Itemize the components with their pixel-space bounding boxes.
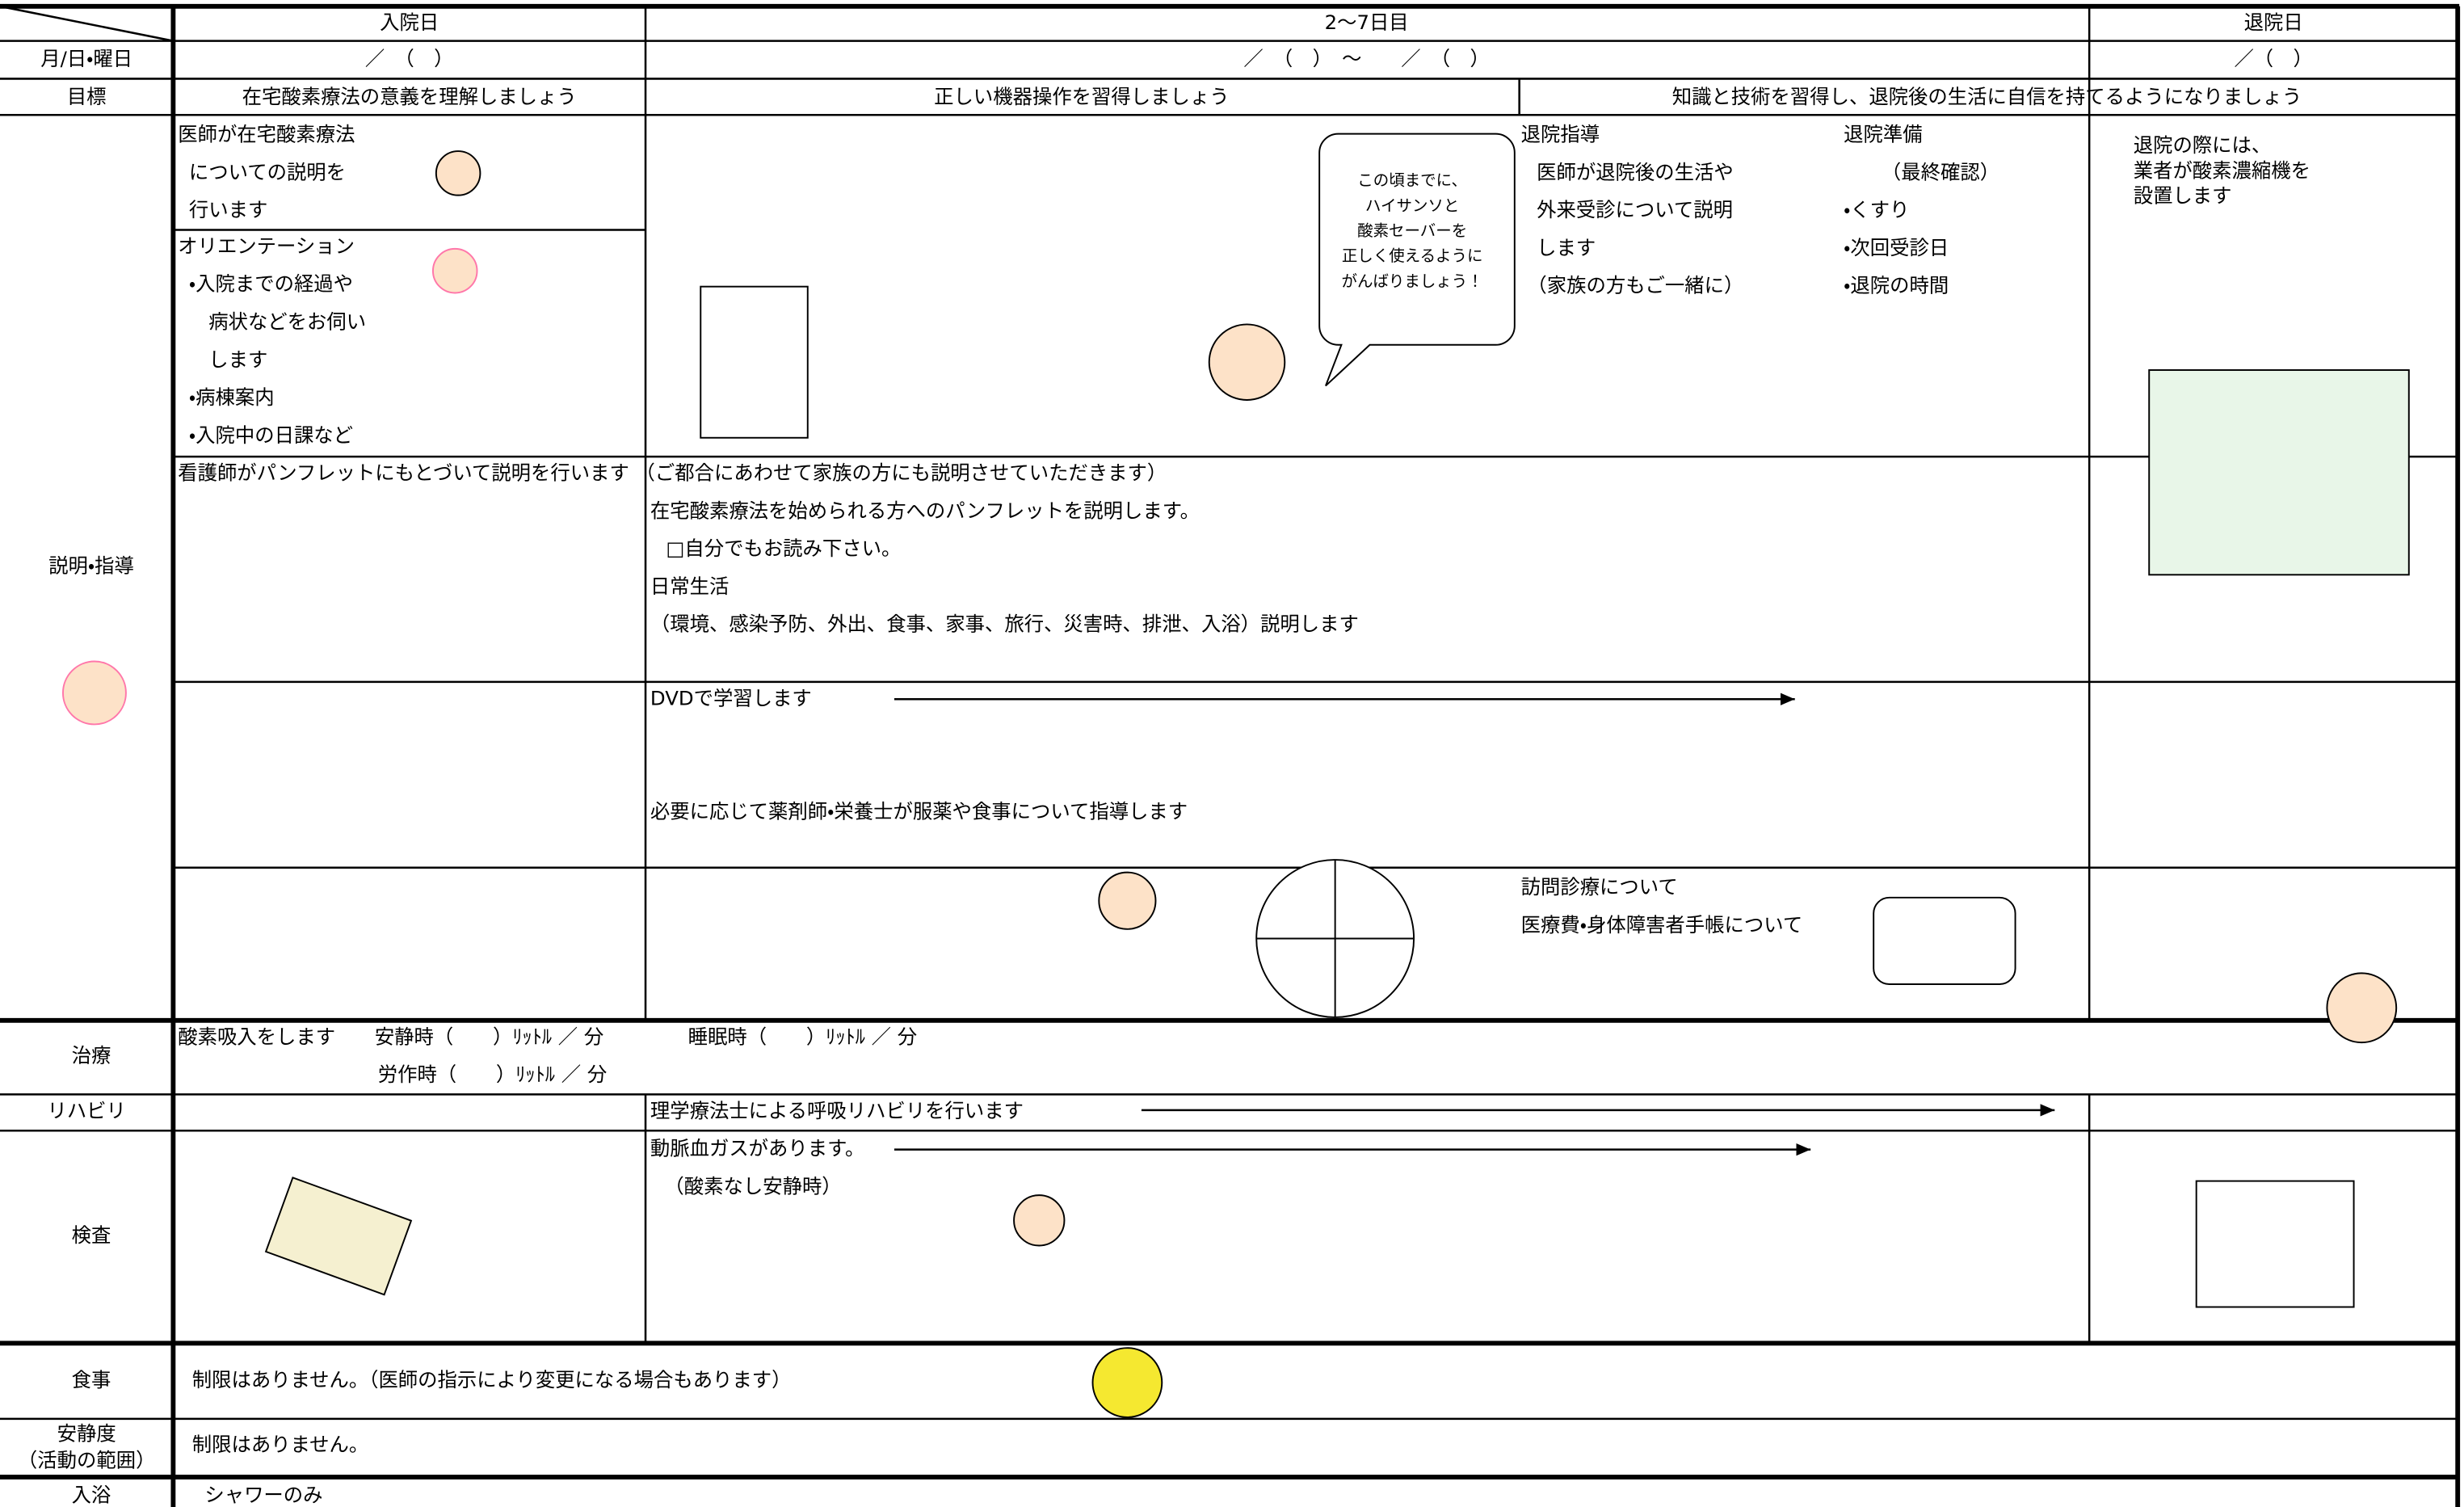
date-cell: ／ （ ） 〜 ／ （ ） bbox=[1243, 47, 1490, 70]
row-label: 月/日・曜日 bbox=[40, 47, 132, 70]
text: 入院日 2〜7日目 退院日 月/日・曜日 ／ （ ） ／ （ ） 〜 ／ （ ）… bbox=[18, 11, 2313, 1506]
home-care-text: 訪問診療について bbox=[1521, 875, 1678, 899]
line: 在宅酸素療法を始められる方へのパンフレットを説明します。 bbox=[650, 499, 1200, 522]
treatment-text: 労作時（ ）ﾘｯﾄﾙ ／ 分 bbox=[378, 1063, 607, 1086]
row-label: 食事 bbox=[72, 1368, 111, 1391]
column-header: 入院日 bbox=[380, 11, 439, 34]
row-label: 治療 bbox=[72, 1044, 111, 1067]
nurse-text: 看護師がパンフレットにもとづいて説明を行います （ご都合にあわせて家族の方にも説… bbox=[178, 461, 1167, 485]
rehab-text: 理学療法士による呼吸リハビリを行います bbox=[650, 1099, 1024, 1122]
line: （家族の方もご一緒に） bbox=[1527, 274, 1743, 297]
meal-text: 制限はありません。（医師の指示により変更になる場合もあります） bbox=[192, 1368, 792, 1391]
line: ・くすり bbox=[1844, 198, 1909, 221]
line: がんばりましょう！ bbox=[1342, 272, 1483, 290]
exam-text: 動脈血ガスがあります。 bbox=[650, 1137, 865, 1160]
line: についての説明を bbox=[189, 160, 346, 183]
line: 設置します bbox=[2134, 184, 2232, 208]
line: 業者が酸素濃縮機を bbox=[2134, 158, 2311, 182]
home-care-text: 医療費・身体障害者手帳について bbox=[1521, 913, 1803, 937]
row-label: 説明・指導 bbox=[48, 554, 134, 578]
row-label: （活動の範囲） bbox=[18, 1448, 156, 1471]
line: ・入院中の日課など bbox=[189, 423, 353, 447]
line: 酸素セーバーを bbox=[1357, 221, 1467, 240]
line: します bbox=[1537, 236, 1596, 259]
date-cell: ／ （ ） bbox=[365, 47, 454, 70]
goal-cell: 在宅酸素療法の意義を理解しましょう bbox=[242, 85, 577, 108]
line: 退院指導 bbox=[1521, 123, 1600, 146]
doctor-icon bbox=[1208, 323, 1286, 401]
bath-text: シャワーのみ bbox=[204, 1483, 322, 1506]
line: ・次回受診日 bbox=[1844, 236, 1949, 259]
row-label: 入浴 bbox=[72, 1483, 111, 1506]
illustrations bbox=[61, 133, 2410, 1418]
orientation-text: オリエンテーション ・入院までの経過や 病状などをお伺い します ・病棟案内 ・… bbox=[178, 234, 366, 447]
row-label: リハビリ bbox=[47, 1099, 125, 1122]
line: 病状などをお伺い bbox=[189, 310, 366, 334]
line: □自分でもお読み下さい。 bbox=[666, 537, 901, 560]
column-header: 2〜7日目 bbox=[1325, 11, 1409, 34]
doctor-text: 医師が在宅酸素療法 についての説明を 行います bbox=[178, 123, 355, 222]
discharge-day: 退院の際には、 業者が酸素濃縮機を 設置します bbox=[2134, 133, 2311, 207]
row-label: 検査 bbox=[72, 1223, 111, 1247]
line: 退院準備 bbox=[1844, 123, 1922, 146]
discharge-prep: 退院準備 （最終確認） ・くすり ・次回受診日 ・退院の時間 bbox=[1844, 123, 1999, 297]
line: （環境、感染予防、外出、食事、家事、旅行、災害時、排泄、入浴）説明します bbox=[650, 612, 1359, 636]
line: 退院の際には、 bbox=[2134, 133, 2272, 157]
line: 外来受診について説明 bbox=[1537, 198, 1733, 221]
line: ・病棟案内 bbox=[189, 385, 275, 409]
line: ・退院の時間 bbox=[1844, 274, 1949, 297]
discharge-guidance: 退院指導 医師が退院後の生活や 外来受診について説明 します （家族の方もご一緒… bbox=[1521, 123, 1744, 297]
date-cell: ／（ ） bbox=[2234, 47, 2312, 70]
line: オリエンテーション bbox=[178, 234, 355, 258]
line: します bbox=[189, 347, 267, 371]
treatment-text: 酸素吸入をします 安静時（ ）ﾘｯﾄﾙ ／ 分 bbox=[178, 1025, 603, 1048]
line: 医師が退院後の生活や bbox=[1537, 160, 1734, 183]
rest-text: 制限はありません。 bbox=[192, 1433, 369, 1456]
row-label: 目標 bbox=[67, 85, 107, 108]
line: ハイサンソと bbox=[1365, 196, 1459, 215]
pamphlet-text: 在宅酸素療法を始められる方へのパンフレットを説明します。 □自分でもお読み下さい… bbox=[650, 499, 1359, 635]
line: ・入院までの経過や bbox=[189, 272, 353, 296]
window-icon bbox=[2148, 368, 2410, 576]
dvd-text: DVDで学習します bbox=[650, 686, 812, 709]
clipboard-icon bbox=[700, 285, 809, 439]
line: （最終確認） bbox=[1882, 160, 1999, 183]
line: 行います bbox=[189, 198, 267, 221]
row-label: 安静度 bbox=[57, 1421, 116, 1445]
line: 正しく使えるように bbox=[1342, 246, 1483, 265]
line: この頃までに、 bbox=[1357, 171, 1467, 190]
treatment-text: 睡眠時（ ）ﾘｯﾄﾙ ／ 分 bbox=[688, 1025, 917, 1048]
goal-cell: 知識と技術を習得し、退院後の生活に自信を持てるようになりましょう bbox=[1672, 85, 2302, 108]
speech-bubble: この頃までに、 ハイサンソと 酸素セーバーを 正しく使えるように がんばりましょ… bbox=[1342, 171, 1483, 291]
line: 医師が在宅酸素療法 bbox=[178, 123, 355, 146]
column-header: 退院日 bbox=[2244, 11, 2303, 34]
goal-cell: 正しい機器操作を習得しましょう bbox=[934, 85, 1229, 108]
line: 日常生活 bbox=[650, 575, 729, 598]
grid bbox=[0, 3, 2461, 1507]
exam-text: （酸素なし安静時） bbox=[664, 1174, 841, 1198]
pharmacist-text: 必要に応じて薬剤師・栄養士が服薬や食事について指導します bbox=[650, 800, 1188, 823]
